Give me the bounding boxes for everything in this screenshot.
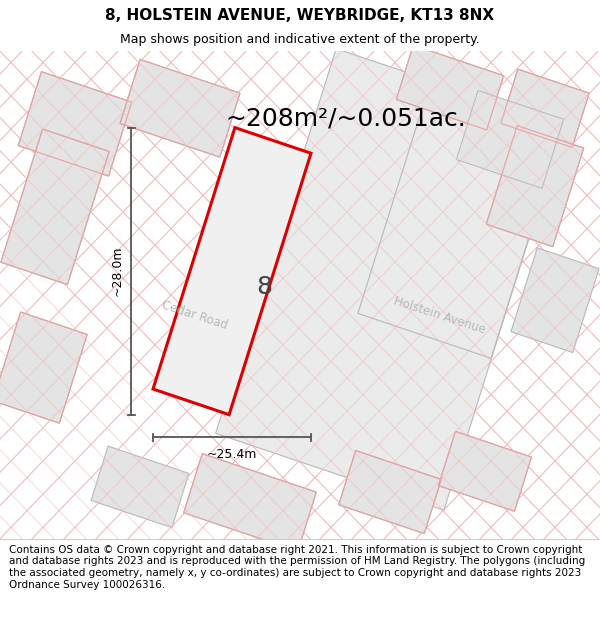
- Text: 8, HOLSTEIN AVENUE, WEYBRIDGE, KT13 8NX: 8, HOLSTEIN AVENUE, WEYBRIDGE, KT13 8NX: [106, 8, 494, 23]
- Polygon shape: [91, 446, 189, 528]
- Polygon shape: [18, 72, 132, 176]
- Polygon shape: [457, 91, 563, 188]
- Text: ~208m²/~0.051ac.: ~208m²/~0.051ac.: [225, 107, 466, 131]
- Text: Contains OS data © Crown copyright and database right 2021. This information is : Contains OS data © Crown copyright and d…: [9, 545, 585, 589]
- Polygon shape: [153, 127, 311, 414]
- Text: ~28.0m: ~28.0m: [110, 246, 124, 296]
- Polygon shape: [184, 454, 316, 551]
- Text: ~25.4m: ~25.4m: [207, 448, 257, 461]
- Polygon shape: [120, 59, 240, 157]
- Polygon shape: [397, 45, 503, 130]
- Polygon shape: [0, 312, 87, 423]
- Text: 8: 8: [256, 275, 272, 299]
- Polygon shape: [215, 49, 565, 510]
- Polygon shape: [486, 126, 584, 247]
- Polygon shape: [339, 451, 441, 534]
- Polygon shape: [501, 69, 589, 148]
- Polygon shape: [439, 431, 532, 511]
- Text: Map shows position and indicative extent of the property.: Map shows position and indicative extent…: [120, 34, 480, 46]
- Polygon shape: [511, 248, 599, 352]
- Text: Holstein Avenue: Holstein Avenue: [392, 295, 488, 337]
- Polygon shape: [358, 86, 562, 358]
- Polygon shape: [1, 129, 109, 284]
- Text: Cedar Road: Cedar Road: [160, 299, 230, 332]
